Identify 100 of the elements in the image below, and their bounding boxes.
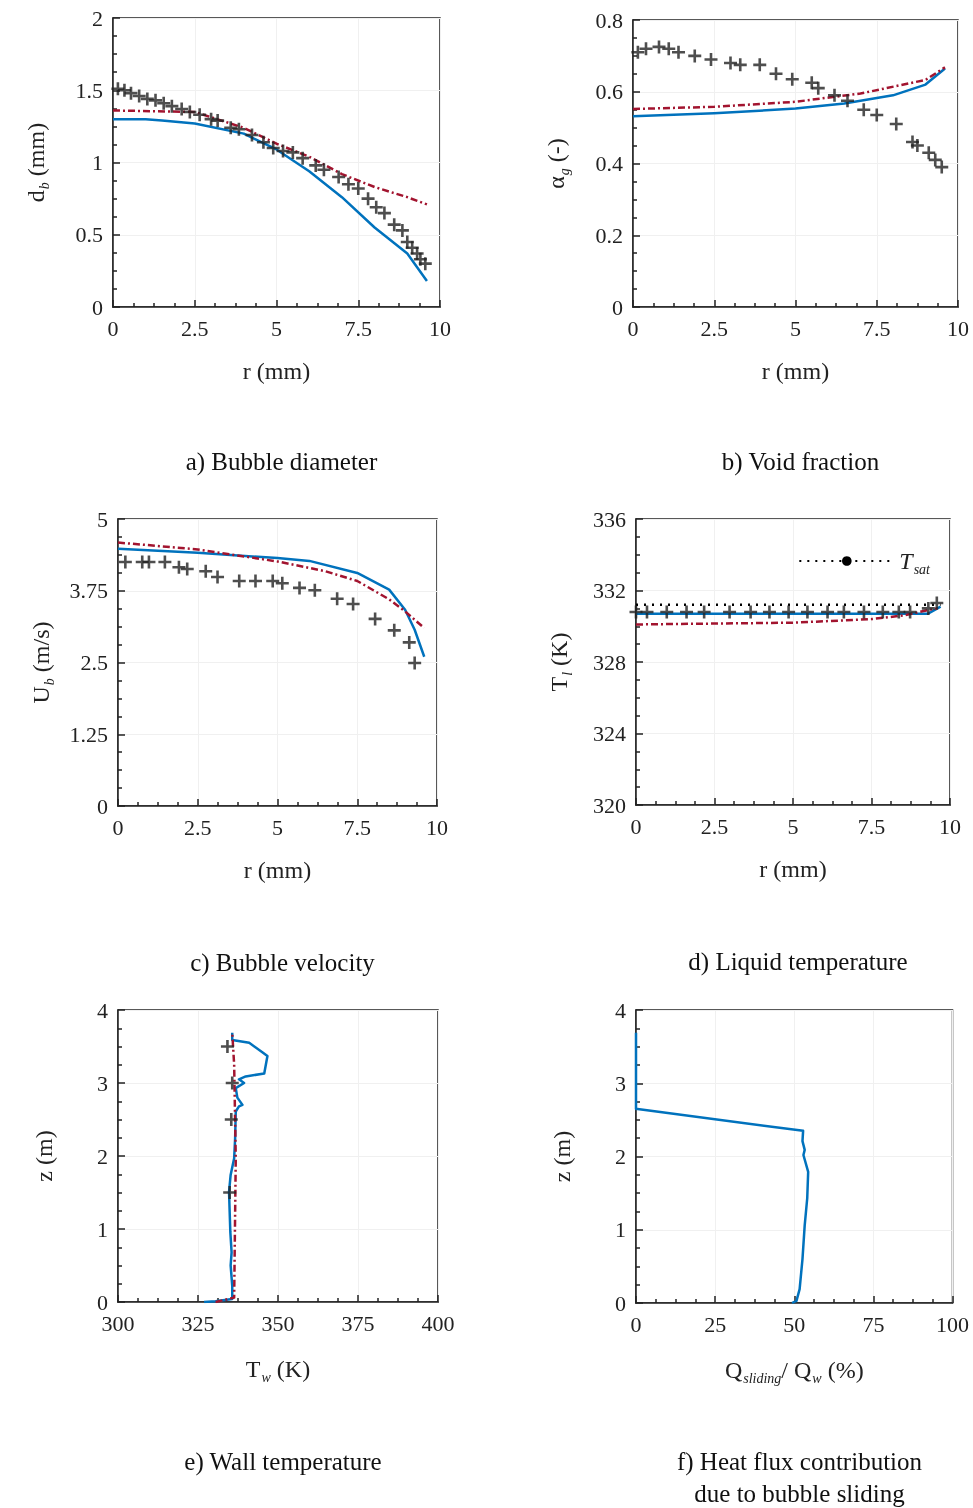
- point: [753, 58, 767, 72]
- y-tick-label: 0.6: [595, 79, 623, 105]
- point: [631, 45, 645, 59]
- point: [660, 605, 674, 619]
- x-tick-label: 5: [271, 315, 282, 341]
- y-tick-label: 4: [615, 997, 626, 1023]
- x-tick-label: 7.5: [344, 315, 372, 341]
- y-axis-title: z (m): [31, 1130, 57, 1182]
- point: [211, 114, 225, 128]
- y-tick-label: 0.4: [595, 151, 623, 176]
- y-tick-label: 332: [593, 578, 626, 603]
- point: [341, 177, 355, 191]
- y-tick-label: 2: [97, 1143, 108, 1169]
- point: [724, 56, 737, 70]
- point: [935, 160, 949, 174]
- point: [351, 182, 365, 196]
- point: [330, 592, 344, 606]
- x-tick-label: 2.5: [181, 315, 209, 341]
- point: [256, 135, 270, 149]
- point: [704, 52, 718, 66]
- point: [841, 94, 854, 108]
- point: [275, 576, 289, 590]
- y-tick-label: 0.2: [595, 222, 623, 248]
- y-tick-label: 1: [92, 150, 103, 175]
- point: [688, 49, 702, 63]
- point: [225, 1076, 239, 1090]
- point: [220, 1040, 234, 1053]
- point: [418, 257, 432, 271]
- x-tick-label: 400: [421, 1310, 455, 1336]
- point: [680, 605, 694, 619]
- point: [317, 163, 331, 177]
- y-tick-label: 2: [92, 5, 103, 31]
- y-tick-label: 3: [615, 1070, 626, 1096]
- point: [175, 102, 189, 116]
- y-tick-label: 4: [97, 997, 108, 1023]
- point: [733, 58, 747, 72]
- point: [199, 564, 213, 578]
- y-axis-title: αg (-): [543, 138, 572, 189]
- point: [248, 574, 262, 588]
- x-tick-label: 7.5: [343, 814, 371, 840]
- point: [232, 574, 246, 588]
- x-tick-label: 5: [787, 813, 799, 839]
- y-tick-label: 1.25: [69, 721, 108, 747]
- point: [408, 656, 422, 670]
- point: [672, 45, 685, 59]
- point: [639, 42, 653, 56]
- point: [387, 623, 401, 637]
- y-tick-label: 2.5: [80, 650, 108, 675]
- line-series: [631, 67, 947, 118]
- point: [309, 158, 323, 172]
- text: b) Void fraction: [721, 447, 880, 476]
- x-tick-label: 7.5: [857, 813, 886, 839]
- y-axis-title: Tl (K): [546, 632, 575, 692]
- y-tick-label: 328: [593, 649, 626, 675]
- x-tick-label: 10: [939, 813, 961, 839]
- y-tick-label: 3: [97, 1070, 108, 1096]
- point: [922, 146, 936, 160]
- x-tick-label: 10: [947, 315, 969, 341]
- y-tick-label: 3.75: [69, 578, 108, 604]
- x-tick-label: 5: [790, 315, 801, 341]
- point: [928, 153, 942, 167]
- point: [662, 42, 676, 56]
- point: [395, 223, 409, 237]
- point: [296, 151, 310, 165]
- point: [800, 605, 814, 619]
- text: e) Wall temperature: [184, 1447, 382, 1476]
- point: [193, 108, 207, 122]
- point: [889, 117, 903, 131]
- x-tick-label: 75: [862, 1311, 885, 1337]
- x-tick-label: 5: [272, 814, 283, 840]
- point: [172, 560, 186, 574]
- x-axis-title: r (mm): [761, 358, 830, 384]
- x-tick-label: 2.5: [700, 315, 728, 341]
- x-tick-label: 10: [426, 814, 448, 840]
- y-tick-label: 320: [593, 792, 626, 818]
- point: [857, 103, 871, 117]
- y-tick-label: 324: [593, 721, 626, 746]
- point: [723, 605, 737, 619]
- y-tick-label: 0: [92, 294, 103, 320]
- text: c) Bubble velocity: [190, 948, 376, 977]
- x-tick-label: 375: [341, 1310, 375, 1336]
- point: [805, 76, 819, 90]
- y-tick-label: 1.5: [75, 77, 103, 103]
- text: f) Heat flux contribution due to bubble sliding: [676, 1447, 923, 1507]
- y-tick-label: 1: [97, 1216, 108, 1242]
- y-tick-label: 0: [612, 294, 623, 320]
- point: [361, 192, 375, 206]
- point: [910, 139, 924, 153]
- point: [762, 605, 776, 619]
- point: [149, 93, 163, 107]
- x-tick-label: 100: [936, 1311, 969, 1337]
- x-axis-title: r (mm): [759, 856, 827, 882]
- point: [828, 88, 841, 102]
- point: [870, 108, 884, 122]
- x-tick-label: 7.5: [863, 315, 891, 341]
- y-tick-label: 5: [97, 506, 108, 532]
- point: [286, 145, 300, 159]
- point: [332, 170, 346, 184]
- point: [118, 555, 132, 569]
- y-axis-title: z (m): [549, 1130, 575, 1183]
